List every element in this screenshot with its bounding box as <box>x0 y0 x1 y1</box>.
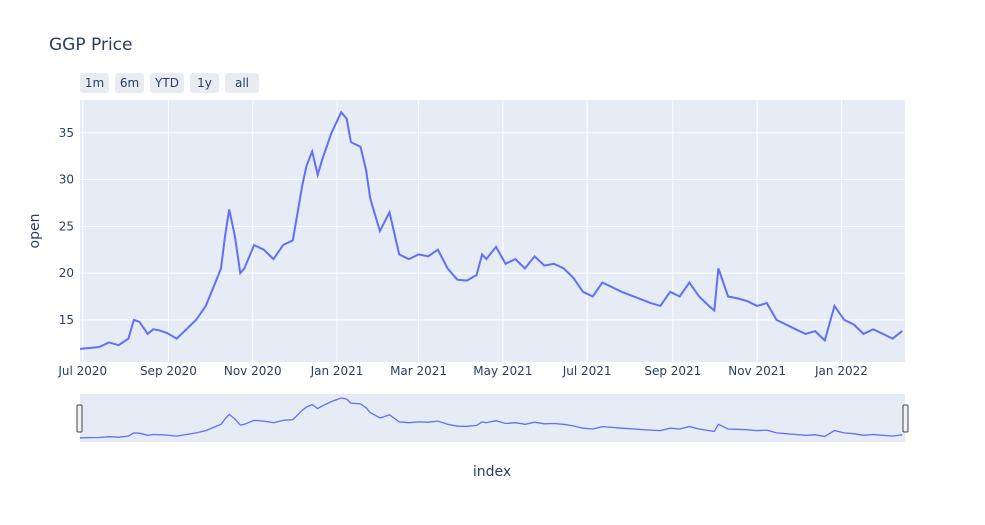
range-button-label: YTD <box>154 76 179 90</box>
range-button-1m[interactable]: 1m <box>80 73 109 93</box>
range-button-label: all <box>235 76 249 90</box>
price-line <box>79 110 903 350</box>
x-tick-label: Jan 2022 <box>814 364 868 378</box>
range-slider-line <box>79 397 903 439</box>
y-tick-label: 25 <box>59 219 74 233</box>
range-button-bg <box>80 73 109 93</box>
chart-title: GGP Price <box>49 35 132 55</box>
y-axis-label: open <box>27 214 43 249</box>
x-tick-label: Sep 2020 <box>140 364 197 378</box>
range-slider-right-handle[interactable] <box>902 404 909 433</box>
y-tick-label: 30 <box>59 173 74 187</box>
y-tick-labels: 15 20 25 30 35 <box>59 126 74 327</box>
x-tick-label: May 2021 <box>473 364 532 378</box>
range-button-bg <box>150 73 184 93</box>
x-gridlines <box>82 100 842 362</box>
x-tick-labels: Jul 2020 Sep 2020 Nov 2020 Jan 2021 Mar 2021… <box>57 364 868 378</box>
range-button-6m[interactable]: 6m <box>115 73 144 93</box>
y-tick-label: 35 <box>59 126 74 140</box>
x-tick-label: Nov 2020 <box>224 364 282 378</box>
x-tick-label: Mar 2021 <box>390 364 447 378</box>
range-button-label: 6m <box>120 76 139 90</box>
x-tick-label: Sep 2021 <box>644 364 701 378</box>
plot-area <box>80 100 905 362</box>
x-tick-label: Nov 2021 <box>728 364 786 378</box>
y-tick-label: 20 <box>59 266 74 280</box>
x-tick-label: Jan 2021 <box>310 364 364 378</box>
range-slider[interactable] <box>80 394 905 442</box>
range-button-bg <box>225 73 259 93</box>
x-axis-label: index <box>473 464 511 480</box>
range-button-bg <box>190 73 219 93</box>
range-slider-left-handle[interactable] <box>76 404 83 433</box>
x-tick-label: Jul 2021 <box>562 364 612 378</box>
x-tick-label: Jul 2020 <box>57 364 107 378</box>
range-button-bg <box>115 73 144 93</box>
range-button-all[interactable]: all <box>225 73 259 93</box>
y-gridlines <box>80 132 905 321</box>
range-selector: 1m 6m YTD 1y all <box>80 73 259 93</box>
range-button-1y[interactable]: 1y <box>190 73 219 93</box>
range-button-ytd[interactable]: YTD <box>150 73 184 93</box>
range-button-label: 1m <box>85 76 104 90</box>
range-button-label: 1y <box>197 76 212 90</box>
y-tick-label: 15 <box>59 313 74 327</box>
